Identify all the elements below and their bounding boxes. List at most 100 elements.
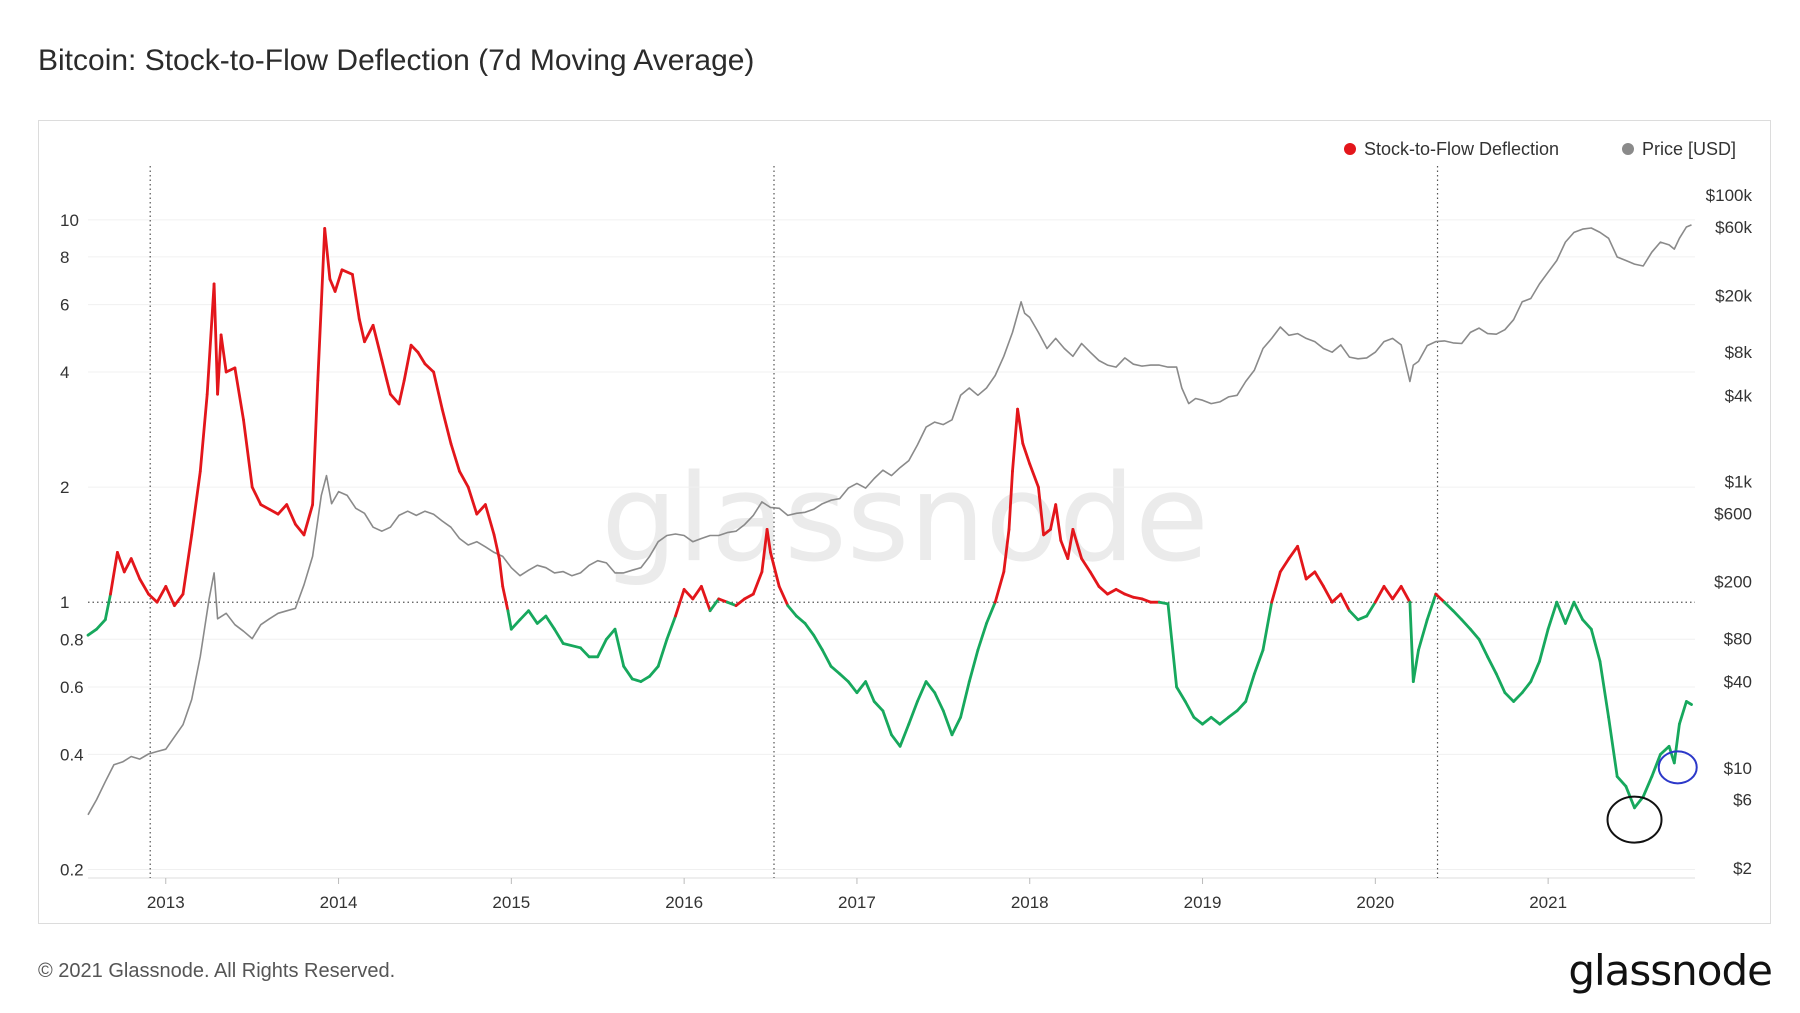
x-tick-label: 2021 <box>1529 893 1567 912</box>
deflection-segment <box>1183 700 1196 719</box>
deflection-segment <box>1016 407 1025 445</box>
deflection-segment <box>1296 544 1308 581</box>
x-tick-label: 2014 <box>320 893 358 912</box>
deflection-segment <box>172 592 185 607</box>
x-tick-label: 2020 <box>1356 893 1394 912</box>
deflection-segment <box>116 551 126 574</box>
deflection-segment <box>1503 691 1515 703</box>
deflection-segment <box>674 588 686 618</box>
deflection-segment <box>1313 570 1325 588</box>
deflection-segment <box>1270 570 1282 604</box>
deflection-segment <box>1425 592 1438 622</box>
deflection-segment <box>1373 585 1386 604</box>
deflection-segment <box>350 272 361 321</box>
deflection-segment <box>1322 585 1334 604</box>
deflection-segment <box>907 700 919 726</box>
deflection-segment <box>1607 715 1619 778</box>
deflection-segment <box>1365 600 1377 618</box>
chart-frame <box>38 120 1771 924</box>
deflection-segment <box>1007 469 1014 531</box>
deflection-segment <box>976 622 988 652</box>
x-tick-label: 2019 <box>1184 893 1222 912</box>
deflection-segment <box>765 528 772 554</box>
copyright-text: © 2021 Glassnode. All Rights Reserved. <box>38 960 396 982</box>
x-tick-label: 2016 <box>665 893 703 912</box>
deflection-segment <box>357 317 366 344</box>
x-tick-label: 2017 <box>838 893 876 912</box>
deflection-segment <box>492 533 501 560</box>
y-left-tick-label: 0.2 <box>60 860 84 879</box>
deflection-segment <box>1097 585 1109 596</box>
deflection-segment <box>803 622 816 637</box>
deflection-segment <box>259 503 271 511</box>
deflection-segment <box>440 407 453 445</box>
deflection-segment <box>639 674 651 683</box>
deflection-segment <box>1581 618 1593 631</box>
deflection-segment <box>155 585 168 604</box>
deflection-segment <box>622 664 634 681</box>
y-right-tick-label: $60k <box>1715 218 1752 237</box>
deflection-segment <box>1209 715 1222 726</box>
deflection-segment <box>416 350 427 366</box>
deflection-segment <box>233 366 245 422</box>
legend-swatch-deflection <box>1344 143 1356 155</box>
y-right-tick-label: $10 <box>1724 759 1752 778</box>
deflection-segment <box>380 358 389 382</box>
deflection-segment <box>1598 660 1610 719</box>
deflection-segment <box>605 627 617 641</box>
deflection-segment <box>1348 609 1360 622</box>
deflection-segment <box>302 503 315 537</box>
deflection-segment <box>1244 672 1256 703</box>
deflection-segment <box>147 592 159 604</box>
deflection-segment <box>1685 700 1693 706</box>
deflection-segment <box>993 570 1006 604</box>
deflection-segment <box>103 592 112 622</box>
y-right-tick-label: $6 <box>1733 791 1752 810</box>
deflection-segment <box>898 722 911 748</box>
deflection-segment <box>872 700 885 713</box>
deflection-segment <box>1175 685 1187 703</box>
deflection-segment <box>916 680 928 703</box>
deflection-segment <box>812 633 824 652</box>
deflection-segment <box>1021 442 1032 466</box>
deflection-segment <box>1002 528 1011 574</box>
x-tick-label: 2013 <box>147 893 185 912</box>
deflection-segment <box>1678 700 1688 726</box>
y-right-tick-label: $2 <box>1733 859 1752 878</box>
deflection-segment <box>311 379 320 507</box>
deflection-segment <box>250 485 263 507</box>
deflection-segment <box>1512 691 1524 703</box>
deflection-segment <box>941 709 954 737</box>
y-left-tick-label: 0.8 <box>60 630 84 649</box>
deflection-segment <box>777 585 790 607</box>
deflection-segment <box>138 577 150 596</box>
deflection-segment <box>385 379 392 396</box>
deflection-segment <box>371 323 384 362</box>
deflection-segment <box>319 226 327 307</box>
deflection-segment <box>1641 775 1654 799</box>
deflection-segment <box>1538 627 1550 663</box>
legend-label-deflection: Stock-to-Flow Deflection <box>1364 139 1559 159</box>
deflection-segment <box>1399 585 1412 604</box>
deflection-segment <box>682 588 695 601</box>
deflection-segment <box>1071 528 1083 560</box>
deflection-segment <box>1080 557 1092 574</box>
deflection-segment <box>86 627 98 637</box>
deflection-segment <box>316 303 323 382</box>
brand-logo[interactable]: glassnode <box>1568 946 1773 995</box>
deflection-segment <box>725 600 738 607</box>
deflection-segment <box>769 551 781 588</box>
deflection-segment <box>506 609 513 631</box>
deflection-segment <box>1529 660 1541 683</box>
y-left-tick-label: 2 <box>60 478 69 497</box>
deflection-segment <box>743 592 755 601</box>
deflection-segment <box>846 680 859 695</box>
annotation-circle-blue <box>1657 750 1698 785</box>
deflection-segment <box>190 469 202 537</box>
deflection-segment <box>212 282 220 396</box>
deflection-segment <box>579 646 591 659</box>
deflection-segment <box>1339 592 1351 613</box>
deflection-segment <box>129 557 142 581</box>
y-left-tick-label: 4 <box>60 363 69 382</box>
